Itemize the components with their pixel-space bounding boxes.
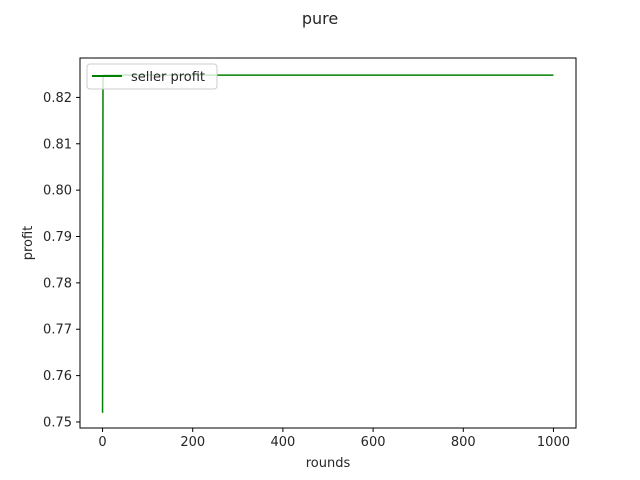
legend: seller profit (86, 63, 218, 90)
y-tick-label: 0.79 (43, 230, 72, 245)
y-tick-label: 0.76 (43, 369, 72, 384)
x-tick-label: 400 (270, 435, 295, 450)
y-tick-label: 0.82 (43, 91, 72, 106)
x-tick-label: 0 (98, 435, 106, 450)
y-tick-label: 0.77 (43, 323, 72, 338)
x-tick-label: 800 (451, 435, 476, 450)
x-tick-label: 600 (361, 435, 386, 450)
x-tick-label: 1000 (537, 435, 570, 450)
x-axis-ticks: 0 200 400 600 800 1000 (98, 428, 570, 450)
x-tick-label: 200 (180, 435, 205, 450)
series-layer (101, 74, 554, 413)
y-axis-ticks: 0.75 0.76 0.77 0.78 0.79 0.80 0.81 0.82 (43, 91, 80, 430)
plot-area-frame (79, 57, 577, 429)
series-line-seller-profit (101, 74, 554, 413)
legend-box (86, 63, 218, 90)
y-axis-title: profit (21, 226, 36, 261)
y-tick-label: 0.78 (43, 276, 72, 291)
x-axis-title: rounds (306, 456, 351, 471)
legend-label-seller-profit: seller profit (131, 70, 205, 85)
chart-title: pure (302, 9, 338, 28)
y-tick-label: 0.81 (43, 137, 72, 152)
y-tick-label: 0.80 (43, 184, 72, 199)
y-tick-label: 0.75 (43, 415, 72, 430)
